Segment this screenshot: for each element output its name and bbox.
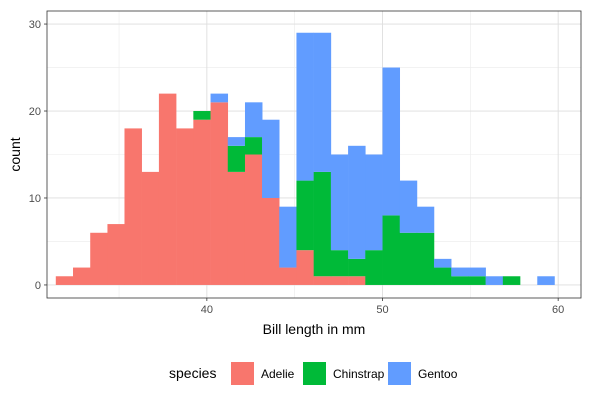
bar-chinstrap (416, 232, 435, 285)
bar-chinstrap (227, 145, 246, 172)
bar-chinstrap (451, 276, 469, 285)
bar-chinstrap (365, 250, 383, 285)
bar-chinstrap (296, 180, 314, 251)
bar-gentoo (296, 32, 314, 181)
bar-adelie (313, 276, 332, 285)
bar-gentoo (210, 93, 229, 103)
bar-gentoo (262, 119, 280, 198)
bar-gentoo (468, 267, 486, 277)
bar-chinstrap (399, 232, 418, 285)
bar-gentoo (348, 145, 366, 259)
legend-key-adelie (231, 362, 254, 385)
bar-gentoo (433, 258, 452, 268)
bar-adelie (330, 276, 349, 285)
x-tick-label: 50 (376, 304, 388, 316)
y-tick-label: 10 (29, 193, 41, 205)
bar-adelie (158, 93, 177, 285)
bar-adelie (124, 128, 142, 285)
bar-adelie (55, 276, 74, 285)
bar-gentoo (399, 180, 418, 233)
bar-chinstrap (502, 276, 521, 285)
y-tick-label: 30 (29, 19, 41, 31)
histogram-bars (55, 32, 555, 285)
legend-label-adelie: Adelie (261, 367, 295, 381)
bar-adelie (90, 232, 108, 285)
bar-gentoo (365, 154, 383, 251)
bar-adelie (348, 276, 366, 285)
bar-adelie (107, 224, 125, 285)
bar-gentoo (313, 32, 332, 172)
legend-title: species (169, 365, 216, 381)
y-axis-ticks: 0 10 20 30 (29, 19, 47, 292)
bar-gentoo (382, 67, 401, 216)
bar-chinstrap (433, 267, 452, 285)
bar-adelie (193, 119, 211, 285)
bar-gentoo (227, 137, 246, 146)
bar-adelie (244, 154, 263, 285)
bar-chinstrap (193, 111, 211, 120)
y-tick-label: 0 (35, 280, 41, 292)
legend: species Adelie Chinstrap Gentoo (169, 362, 458, 385)
bar-gentoo (485, 276, 504, 285)
bar-chinstrap (313, 171, 332, 277)
bar-gentoo (244, 102, 263, 138)
bar-adelie (210, 102, 229, 285)
legend-key-chinstrap (303, 362, 326, 385)
bar-adelie (227, 171, 246, 285)
bar-chinstrap (348, 258, 366, 277)
x-axis-ticks: 40 50 60 (201, 298, 564, 316)
bar-chinstrap (468, 276, 486, 285)
legend-key-gentoo (388, 362, 411, 385)
bar-gentoo (451, 267, 469, 277)
x-axis-title: Bill length in mm (263, 321, 366, 337)
bar-gentoo (537, 276, 555, 285)
bar-adelie (279, 267, 297, 285)
bar-adelie (262, 197, 280, 285)
bar-adelie (296, 250, 314, 285)
bar-chinstrap (330, 250, 349, 277)
legend-label-gentoo: Gentoo (418, 367, 458, 381)
bar-gentoo (416, 206, 435, 233)
plot-panel (46, 10, 582, 299)
legend-label-chinstrap: Chinstrap (333, 367, 385, 381)
y-tick-label: 20 (29, 106, 41, 118)
legend-items: Adelie Chinstrap Gentoo (231, 362, 458, 385)
bar-chinstrap (382, 215, 401, 285)
bar-gentoo (279, 206, 297, 268)
bar-adelie (176, 128, 194, 285)
bar-gentoo (330, 154, 349, 251)
bar-adelie (141, 171, 160, 285)
bar-adelie (73, 267, 91, 285)
x-tick-label: 60 (552, 304, 564, 316)
panel-border (46, 10, 582, 299)
bar-chinstrap (244, 137, 263, 155)
x-tick-label: 40 (201, 304, 213, 316)
y-axis-title: count (7, 137, 23, 171)
